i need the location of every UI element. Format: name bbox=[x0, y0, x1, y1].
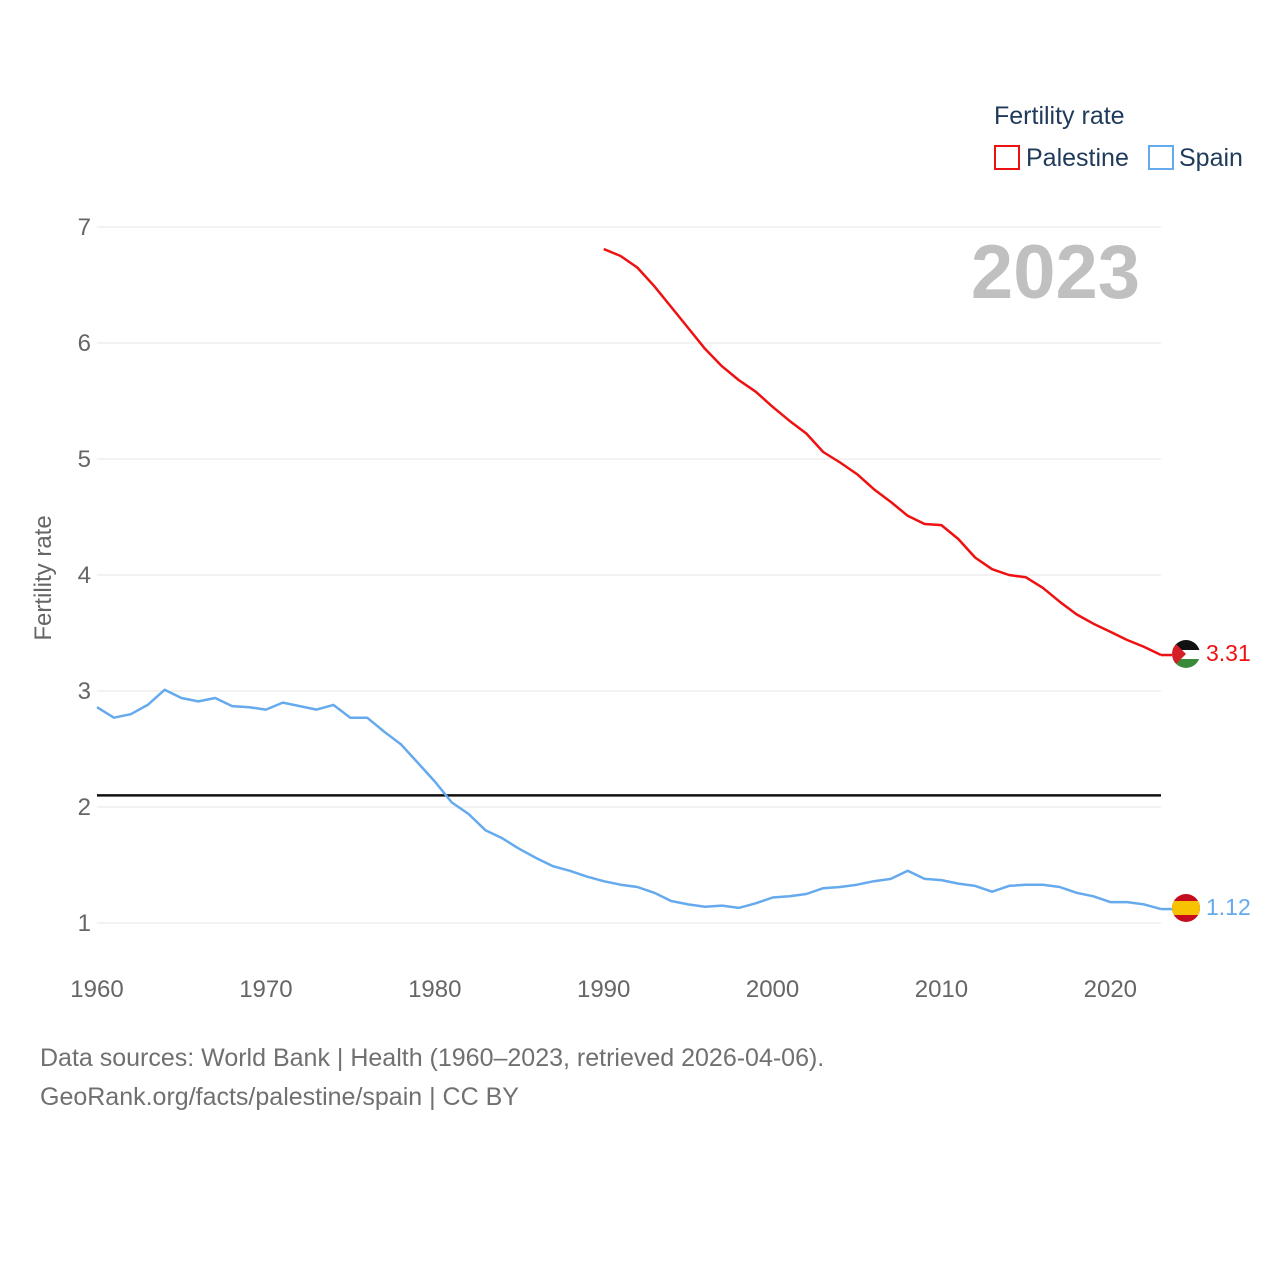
legend-swatch-spain[interactable] bbox=[1148, 145, 1174, 170]
y-tick-label: 4 bbox=[78, 562, 91, 589]
y-tick-label: 2 bbox=[78, 794, 91, 821]
x-tick-label: 1970 bbox=[239, 976, 292, 1003]
y-tick-label: 3 bbox=[78, 678, 91, 705]
palestine-flag-icon bbox=[1172, 640, 1200, 668]
legend-label-palestine[interactable]: Palestine bbox=[1026, 144, 1129, 172]
legend-label-spain[interactable]: Spain bbox=[1179, 144, 1243, 172]
legend: Fertility rate Palestine Spain bbox=[994, 102, 1243, 172]
year-label: 2023 bbox=[971, 230, 1140, 315]
x-tick-label: 1960 bbox=[70, 976, 123, 1003]
series-line-palestine[interactable] bbox=[603, 247, 1162, 657]
x-tick-label: 1980 bbox=[408, 976, 461, 1003]
y-axis-label: Fertility rate bbox=[30, 515, 57, 640]
y-axis-ticks: 1 2 3 4 5 6 7 bbox=[78, 214, 91, 937]
attribution-link[interactable]: GeoRank.org/facts/palestine/spain | CC B… bbox=[40, 1083, 519, 1111]
spain-flag-icon bbox=[1172, 894, 1200, 922]
x-tick-label: 2000 bbox=[746, 976, 799, 1003]
series-layer bbox=[96, 247, 1172, 911]
x-tick-label: 1990 bbox=[577, 976, 630, 1003]
legend-swatch-palestine[interactable] bbox=[994, 145, 1020, 170]
palestine-end-value: 3.31 bbox=[1206, 640, 1251, 666]
x-tick-label: 2010 bbox=[915, 976, 968, 1003]
x-tick-label: 2020 bbox=[1084, 976, 1137, 1003]
series-line-spain[interactable] bbox=[96, 688, 1162, 911]
spain-end-value: 1.12 bbox=[1206, 894, 1251, 920]
y-tick-label: 7 bbox=[78, 214, 91, 241]
data-source-note: Data sources: World Bank | Health (1960–… bbox=[40, 1044, 825, 1072]
legend-title: Fertility rate bbox=[994, 102, 1125, 130]
y-tick-label: 5 bbox=[78, 446, 91, 473]
gridlines bbox=[97, 226, 1161, 924]
y-tick-label: 1 bbox=[78, 910, 91, 937]
x-axis-ticks: 1960 1970 1980 1990 2000 2010 2020 bbox=[70, 976, 1137, 1003]
y-tick-label: 6 bbox=[78, 330, 91, 357]
